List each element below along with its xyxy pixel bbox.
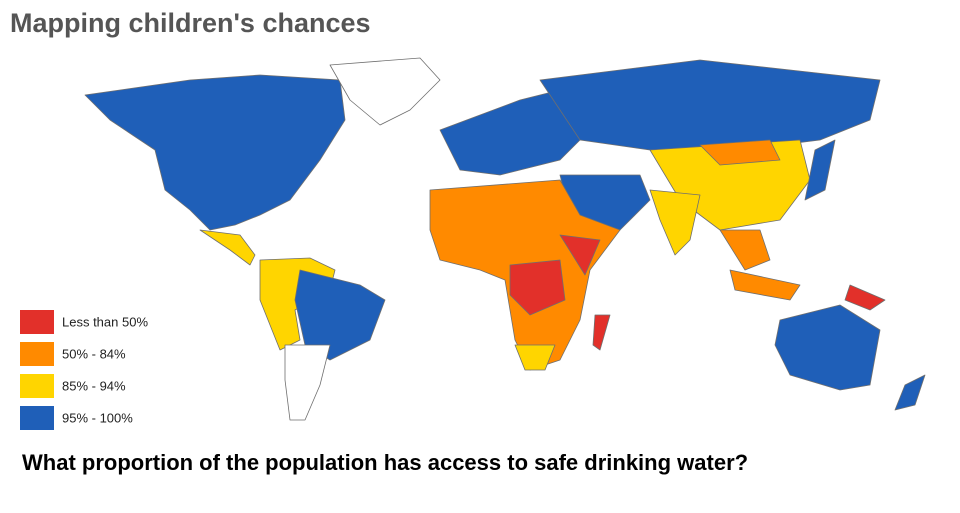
world-map [84, 57, 926, 421]
legend-swatch [20, 310, 54, 334]
horn-of-africa [559, 234, 601, 276]
legend: Less than 50% 50% - 84% 85% - 94% 95% - 100… [20, 310, 148, 430]
madagascar [592, 314, 611, 351]
legend-swatch [20, 374, 54, 398]
southern-africa [514, 344, 556, 371]
papua-new-guinea [844, 284, 886, 311]
central-america [199, 229, 256, 266]
europe [439, 89, 591, 176]
title: Mapping children's chances [10, 8, 371, 38]
brazil [294, 269, 386, 361]
legend-label: 85% - 94% [62, 378, 126, 393]
greenland [329, 57, 441, 126]
north-america [84, 74, 346, 231]
legend-swatch [20, 342, 54, 366]
legend-label: 50% - 84% [62, 346, 126, 361]
legend-label: 95% - 100% [62, 410, 133, 425]
new-zealand [894, 374, 926, 411]
australia [774, 304, 881, 391]
japan [804, 139, 836, 201]
russia [539, 59, 881, 151]
central-africa [509, 259, 566, 316]
south-america-south [284, 344, 331, 421]
southeast-asia [719, 229, 771, 271]
india [649, 189, 701, 256]
indonesia [729, 269, 801, 301]
mongolia [699, 139, 781, 166]
legend-swatch [20, 406, 54, 430]
legend-label: Less than 50% [62, 314, 148, 329]
question: What proportion of the population has ac… [22, 450, 748, 475]
